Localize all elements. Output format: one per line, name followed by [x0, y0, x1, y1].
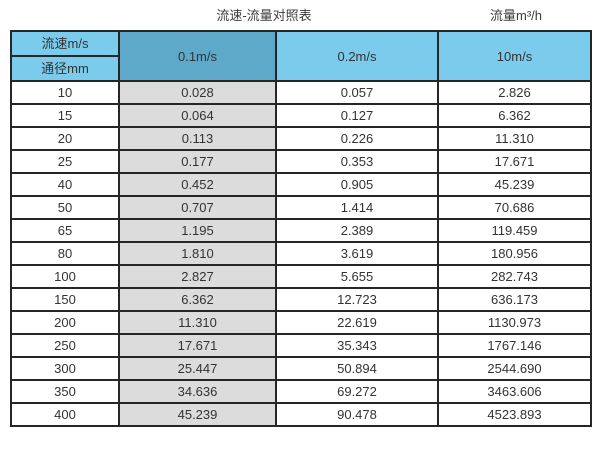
flow-cell-10ms: 119.459 — [437, 218, 592, 243]
flow-cell-0-1ms: 0.707 — [118, 195, 277, 220]
flow-rate-table: 流速m/s 0.1m/s 0.2m/s 10m/s 通径mm 10 0.028 … — [10, 30, 592, 427]
flow-cell-10ms: 180.956 — [437, 241, 592, 266]
flow-cell-0-1ms: 1.810 — [118, 241, 277, 266]
table-row: 250 17.671 35.343 1767.146 — [10, 333, 592, 358]
flow-cell-0-2ms: 35.343 — [275, 333, 439, 358]
table-row: 40 0.452 0.905 45.239 — [10, 172, 592, 197]
table-row: 10 0.028 0.057 2.826 — [10, 80, 592, 105]
diameter-cell: 350 — [10, 379, 120, 404]
flow-cell-0-2ms: 90.478 — [275, 402, 439, 427]
flow-cell-0-2ms: 5.655 — [275, 264, 439, 289]
flow-cell-10ms: 636.173 — [437, 287, 592, 312]
diameter-cell: 200 — [10, 310, 120, 335]
header-row-top: 流速m/s 0.1m/s 0.2m/s 10m/s — [10, 30, 592, 82]
diameter-cell: 250 — [10, 333, 120, 358]
flow-cell-0-2ms: 12.723 — [275, 287, 439, 312]
diameter-cell: 20 — [10, 126, 120, 151]
table-body: 10 0.028 0.057 2.826 15 0.064 0.127 6.36… — [10, 80, 592, 427]
diameter-cell: 25 — [10, 149, 120, 174]
flow-cell-0-1ms: 0.064 — [118, 103, 277, 128]
page-title: 流速-流量对照表 — [216, 8, 312, 23]
flow-cell-0-2ms: 3.619 — [275, 241, 439, 266]
flow-cell-0-2ms: 0.226 — [275, 126, 439, 151]
table-row: 25 0.177 0.353 17.671 — [10, 149, 592, 174]
table-row: 300 25.447 50.894 2544.690 — [10, 356, 592, 381]
flow-cell-10ms: 1130.973 — [437, 310, 592, 335]
table-row: 200 11.310 22.619 1130.973 — [10, 310, 592, 335]
table-row: 50 0.707 1.414 70.686 — [10, 195, 592, 220]
flow-cell-0-2ms: 2.389 — [275, 218, 439, 243]
flow-cell-0-1ms: 11.310 — [118, 310, 277, 335]
flow-cell-0-2ms: 0.905 — [275, 172, 439, 197]
flow-cell-0-1ms: 1.195 — [118, 218, 277, 243]
flow-cell-10ms: 17.671 — [437, 149, 592, 174]
flow-cell-0-1ms: 0.452 — [118, 172, 277, 197]
flow-cell-0-2ms: 0.057 — [275, 80, 439, 105]
flow-cell-0-2ms: 0.353 — [275, 149, 439, 174]
flow-cell-0-2ms: 1.414 — [275, 195, 439, 220]
flow-cell-10ms: 2544.690 — [437, 356, 592, 381]
corner-label-velocity: 流速m/s — [10, 30, 120, 57]
flow-cell-0-1ms: 0.113 — [118, 126, 277, 151]
table-row: 350 34.636 69.272 3463.606 — [10, 379, 592, 404]
diameter-cell: 65 — [10, 218, 120, 243]
column-header-0-2ms: 0.2m/s — [275, 30, 439, 82]
table-row: 20 0.113 0.226 11.310 — [10, 126, 592, 151]
diameter-cell: 10 — [10, 80, 120, 105]
table-row: 65 1.195 2.389 119.459 — [10, 218, 592, 243]
flow-cell-10ms: 6.362 — [437, 103, 592, 128]
diameter-cell: 400 — [10, 402, 120, 427]
flow-cell-10ms: 4523.893 — [437, 402, 592, 427]
flow-cell-0-1ms: 0.028 — [118, 80, 277, 105]
diameter-cell: 50 — [10, 195, 120, 220]
table-row: 80 1.810 3.619 180.956 — [10, 241, 592, 266]
flow-cell-10ms: 45.239 — [437, 172, 592, 197]
flow-cell-0-1ms: 45.239 — [118, 402, 277, 427]
flow-cell-10ms: 3463.606 — [437, 379, 592, 404]
table-row: 400 45.239 90.478 4523.893 — [10, 402, 592, 427]
flow-cell-10ms: 70.686 — [437, 195, 592, 220]
flow-cell-0-1ms: 25.447 — [118, 356, 277, 381]
flow-cell-0-1ms: 17.671 — [118, 333, 277, 358]
diameter-cell: 40 — [10, 172, 120, 197]
table-row: 15 0.064 0.127 6.362 — [10, 103, 592, 128]
flow-cell-0-1ms: 6.362 — [118, 287, 277, 312]
diameter-cell: 15 — [10, 103, 120, 128]
flow-cell-0-2ms: 69.272 — [275, 379, 439, 404]
flow-cell-0-1ms: 34.636 — [118, 379, 277, 404]
flow-cell-10ms: 11.310 — [437, 126, 592, 151]
table-row: 100 2.827 5.655 282.743 — [10, 264, 592, 289]
diameter-cell: 150 — [10, 287, 120, 312]
table-row: 150 6.362 12.723 636.173 — [10, 287, 592, 312]
header-row-bottom: 通径mm — [10, 55, 591, 82]
diameter-cell: 300 — [10, 356, 120, 381]
flow-cell-0-2ms: 0.127 — [275, 103, 439, 128]
flow-cell-10ms: 1767.146 — [437, 333, 592, 358]
corner-label-diameter: 通径mm — [10, 55, 120, 82]
flow-cell-0-1ms: 2.827 — [118, 264, 277, 289]
table-head: 流速m/s 0.1m/s 0.2m/s 10m/s 通径mm — [10, 30, 592, 82]
flow-cell-0-2ms: 50.894 — [275, 356, 439, 381]
title-bar: 流速-流量对照表 流量m³/h — [0, 0, 600, 30]
column-header-10ms: 10m/s — [437, 30, 592, 82]
flow-cell-10ms: 2.826 — [437, 80, 592, 105]
flow-cell-10ms: 282.743 — [437, 264, 592, 289]
flow-cell-0-1ms: 0.177 — [118, 149, 277, 174]
column-header-0-1ms: 0.1m/s — [118, 30, 277, 82]
flow-cell-0-2ms: 22.619 — [275, 310, 439, 335]
diameter-cell: 80 — [10, 241, 120, 266]
diameter-cell: 100 — [10, 264, 120, 289]
flow-unit-label: 流量m³/h — [489, 8, 543, 23]
